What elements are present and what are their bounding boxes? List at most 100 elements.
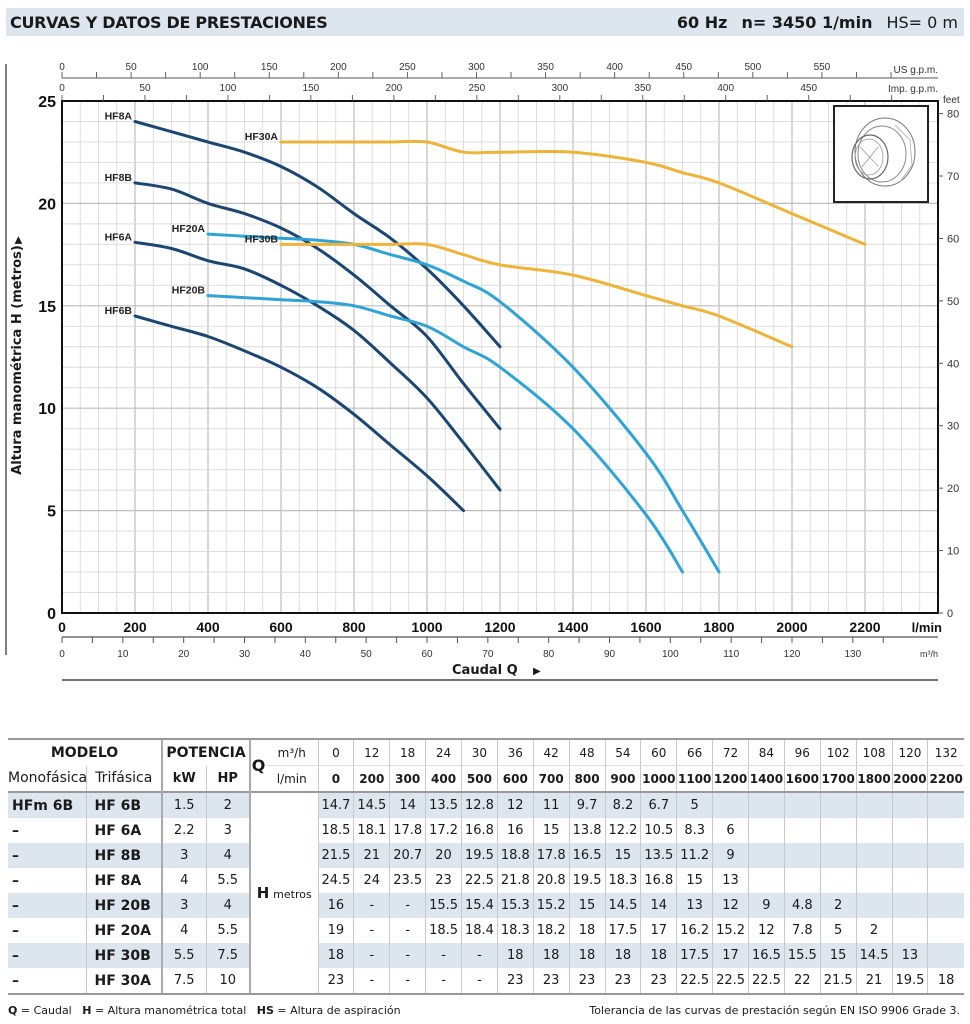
feet-tick-label: 20 (947, 483, 959, 495)
monofasica-cell: – (8, 968, 86, 995)
head-value-cell: 10.5 (640, 818, 677, 843)
table-row: – HF 20B 3 4 16- -15.5 15.4 15.3 15.2 15 14.5 14 13 1… (8, 893, 964, 918)
h-label: H (256, 884, 270, 902)
feet-unit-label: feet (943, 95, 960, 106)
imp-gpm-tick-label: 250 (468, 83, 485, 94)
us-gpm-tick-label: 400 (606, 62, 623, 73)
q-m3h-cell: 54 (604, 738, 641, 766)
q-lmin-cell: 700 (532, 765, 570, 792)
head-value-cell: 14.5 (353, 791, 390, 818)
m3h-tick-label: 100 (662, 649, 679, 660)
head-value-cell: 13.5 (640, 843, 677, 868)
head-value-cell: 16 (317, 893, 354, 918)
head-value-cell: 18 (568, 918, 605, 943)
us-gpm-tick-label: 200 (330, 62, 347, 73)
suction-height-label: HS= 0 m (886, 13, 958, 32)
head-value-cell: 19 (317, 918, 354, 943)
imp-gpm-tick-label: 450 (800, 83, 817, 94)
head-value-cell: 11.2 (676, 843, 713, 868)
q-lmin-cell: 500 (461, 765, 498, 792)
head-value-cell (855, 843, 892, 868)
head-value-cell: 21.5 (819, 968, 857, 995)
head-value-cell (927, 868, 964, 893)
head-value-cell: 8.2 (604, 791, 641, 818)
imp-gpm-tick-label: 200 (386, 83, 403, 94)
head-value-cell: 7.8 (783, 918, 821, 943)
trifasica-cell: HF 20A (85, 918, 162, 943)
head-value-cell: 15.5 (783, 943, 821, 968)
trifasica-cell: HF 8A (85, 868, 162, 893)
hp-cell: 7.5 (205, 943, 250, 968)
head-value-cell: - (389, 968, 426, 995)
head-value-cell: 18 (496, 943, 534, 968)
table-row: HFm 6B HF 6B 1.5 2 H metros 14.7 14.5 14 13.5 12.… (8, 791, 964, 995)
chart-curves (133, 120, 867, 574)
head-value-cell: - (389, 918, 426, 943)
x-tick-label: 400 (196, 619, 220, 635)
head-value-cell: 18 (532, 943, 570, 968)
head-value-cell: 20.7 (389, 843, 426, 868)
footnote-h-key: H (82, 1004, 92, 1017)
curve-label-hf30a: HF30A (245, 131, 279, 143)
head-value-cell: 17.5 (604, 918, 641, 943)
head-value-cell (783, 843, 821, 868)
frequency-label: 60 Hz (676, 13, 728, 32)
q-m3h-cell: 60 (640, 738, 677, 766)
head-value-cell: 16.2 (676, 918, 713, 943)
q-m3h-cell: 72 (712, 738, 749, 766)
head-value-cell (819, 868, 857, 893)
head-value-cell: 18 (568, 943, 605, 968)
m3h-tick-label: 130 (844, 649, 861, 660)
speed-label: n= 3450 1/min (741, 13, 873, 32)
q-m3h-cell: 30 (461, 738, 498, 766)
head-value-cell: 18.2 (532, 918, 570, 943)
x-tick-label: 600 (269, 619, 293, 635)
head-value-cell: - (461, 968, 498, 995)
head-value-cell: 13 (676, 893, 713, 918)
head-value-cell (748, 843, 785, 868)
imp-gpm-unit-label: Imp. g.p.m. (888, 84, 938, 95)
tolerance-note: Tolerancia de las curvas de prestación s… (589, 1004, 960, 1017)
y-tick-label: 20 (38, 196, 56, 213)
us-gpm-tick-label: 150 (261, 62, 278, 73)
head-value-cell: 12.2 (604, 818, 641, 843)
head-value-cell (891, 918, 928, 943)
q-m3h-cell: 0 (317, 738, 354, 766)
q-lmin-cell: 1700 (819, 765, 857, 792)
head-value-cell (855, 893, 892, 918)
hp-cell: 4 (205, 843, 250, 868)
head-value-cell: 17.2 (425, 818, 462, 843)
kw-cell: 4 (161, 918, 206, 943)
head-value-cell: 13 (712, 868, 749, 893)
x-unit-label: l/min (912, 620, 942, 635)
imp-gpm-tick-label: 400 (717, 83, 734, 94)
q-m3h-cell: 48 (568, 738, 605, 766)
head-value-cell: 18.5 (317, 818, 354, 843)
head-value-cell: 22 (783, 968, 821, 995)
q-m3h-cell: 42 (532, 738, 570, 766)
head-value-cell: 15.4 (461, 893, 498, 918)
footnote-q-key: Q (8, 1004, 18, 1017)
head-value-cell: 17 (640, 918, 677, 943)
head-value-cell: 19.5 (891, 968, 928, 995)
us-gpm-tick-label: 250 (399, 62, 416, 73)
head-value-cell: 9.7 (568, 791, 605, 818)
m3h-tick-label: 120 (784, 649, 801, 660)
head-value-cell (748, 791, 785, 818)
head-value-cell: - (389, 943, 426, 968)
feet-tick-label: 50 (947, 296, 959, 308)
head-value-cell (712, 791, 749, 818)
monofasica-cell: – (12, 872, 19, 889)
curve-hf6b (133, 314, 465, 513)
curve-label-hf8a: HF8A (105, 110, 133, 122)
head-value-cell: 5 (819, 918, 857, 943)
head-value-cell: 14 (640, 893, 677, 918)
header-lmin: l/min (276, 771, 307, 786)
y-axis-arrow-icon: ▶ (13, 236, 24, 244)
feet-tick-label: 0 (947, 608, 953, 620)
head-value-cell: 15 (676, 868, 713, 893)
hp-cell: 10 (205, 968, 250, 995)
curve-label-hf6a: HF6A (105, 231, 133, 243)
